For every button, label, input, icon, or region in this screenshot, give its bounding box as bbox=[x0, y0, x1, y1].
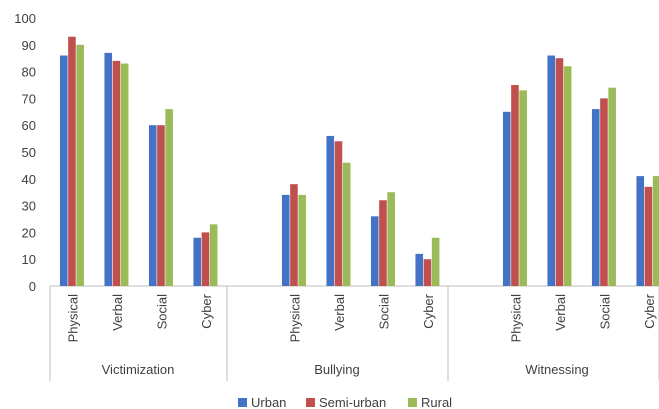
bar bbox=[519, 90, 527, 286]
bar bbox=[415, 253, 424, 286]
bar bbox=[423, 259, 432, 286]
bar bbox=[157, 125, 165, 286]
legend-swatch bbox=[306, 398, 315, 407]
bar bbox=[209, 224, 218, 286]
bar bbox=[334, 141, 343, 286]
x-category-label: Physical bbox=[287, 294, 302, 343]
bar bbox=[120, 63, 129, 287]
bars-layer bbox=[59, 36, 659, 287]
bar bbox=[511, 85, 519, 286]
bar bbox=[379, 200, 387, 286]
bar bbox=[148, 125, 157, 286]
y-tick-label: 50 bbox=[22, 145, 36, 160]
bar bbox=[608, 87, 616, 287]
y-tick-label: 80 bbox=[22, 65, 36, 80]
legend-swatch bbox=[238, 398, 247, 407]
bar bbox=[281, 194, 290, 286]
axis-layer: 0 10 20 30 40 50 60 70 80 90 100 bbox=[14, 11, 659, 381]
bar bbox=[600, 98, 608, 287]
x-category-label: Verbal bbox=[332, 294, 347, 331]
bar bbox=[112, 60, 121, 286]
bar bbox=[591, 109, 600, 287]
y-tick-label: 20 bbox=[22, 225, 36, 240]
group-label: Witnessing bbox=[525, 362, 589, 377]
bar bbox=[342, 162, 351, 286]
bar bbox=[290, 184, 298, 286]
x-category-label: Social bbox=[154, 294, 169, 330]
x-category-label: Physical bbox=[65, 294, 80, 343]
bar bbox=[636, 176, 645, 286]
labels-layer: Physical Verbal Social Cyber Physical Verbal S… bbox=[65, 293, 657, 377]
legend-swatch bbox=[408, 398, 417, 407]
bar bbox=[59, 55, 68, 286]
bar bbox=[555, 58, 564, 287]
legend-label: Semi-urban bbox=[319, 395, 386, 409]
bar bbox=[644, 186, 653, 286]
x-category-label: Cyber bbox=[199, 293, 214, 328]
legend: Urban Semi-urban Rural bbox=[238, 395, 452, 409]
x-category-label: Social bbox=[597, 294, 612, 330]
bar bbox=[68, 36, 76, 287]
bar bbox=[502, 111, 511, 286]
bar bbox=[563, 66, 572, 287]
x-category-label: Social bbox=[376, 294, 391, 330]
group-label: Bullying bbox=[314, 362, 360, 377]
x-category-label: Cyber bbox=[642, 293, 657, 328]
bar bbox=[165, 109, 173, 287]
x-category-label: Verbal bbox=[110, 294, 125, 331]
y-tick-label: 100 bbox=[14, 11, 36, 26]
bar bbox=[104, 52, 113, 287]
group-label: Victimization bbox=[102, 362, 175, 377]
legend-label: Rural bbox=[421, 395, 452, 409]
y-tick-label: 40 bbox=[22, 172, 36, 187]
bar bbox=[431, 237, 440, 286]
bar bbox=[387, 192, 395, 286]
bar bbox=[298, 194, 306, 286]
y-tick-label: 60 bbox=[22, 118, 36, 133]
legend-label: Urban bbox=[251, 395, 286, 409]
y-tick-label: 10 bbox=[22, 252, 36, 267]
x-category-label: Physical bbox=[508, 294, 523, 343]
y-tick-label: 30 bbox=[22, 199, 36, 214]
bar bbox=[193, 237, 202, 286]
x-category-label: Verbal bbox=[553, 294, 568, 331]
bar bbox=[547, 55, 556, 286]
bar bbox=[370, 216, 379, 286]
y-tick-label: 0 bbox=[29, 279, 36, 294]
x-category-label: Cyber bbox=[421, 293, 436, 328]
bar bbox=[326, 135, 335, 286]
y-tick-label: 70 bbox=[22, 91, 36, 106]
y-tick-label: 90 bbox=[22, 38, 36, 53]
bar bbox=[201, 232, 210, 286]
bar bbox=[76, 44, 84, 286]
bar bbox=[652, 176, 659, 286]
